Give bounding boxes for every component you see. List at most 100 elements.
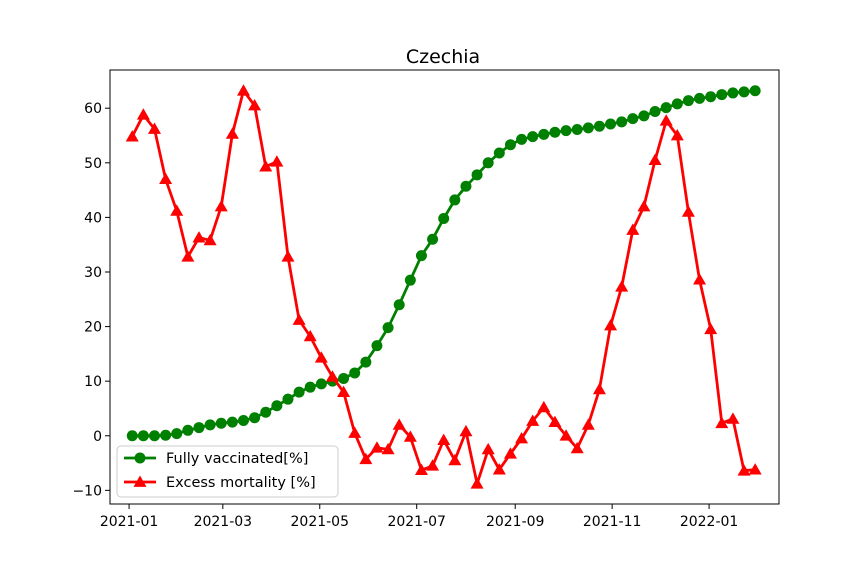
- data-point: [271, 400, 283, 412]
- data-point: [705, 91, 717, 103]
- data-point: [303, 329, 317, 342]
- x-tick-label: 2021-11: [583, 514, 642, 530]
- data-point: [148, 430, 160, 442]
- data-point: [137, 430, 149, 442]
- data-point: [748, 463, 762, 475]
- y-tick-label: −10: [72, 483, 102, 499]
- data-point: [626, 223, 640, 235]
- data-point: [693, 273, 707, 285]
- data-point: [437, 433, 451, 446]
- x-tick-label: 2021-05: [291, 514, 350, 530]
- data-point: [459, 424, 473, 437]
- y-tick-label: 40: [84, 210, 102, 226]
- data-point: [192, 231, 206, 243]
- data-point: [659, 114, 673, 126]
- data-point: [738, 86, 750, 98]
- data-point: [170, 204, 184, 216]
- data-point: [716, 89, 728, 101]
- data-point: [315, 378, 327, 390]
- series-2: [125, 84, 762, 489]
- data-point: [559, 429, 573, 441]
- data-point: [649, 105, 661, 117]
- x-tick-label: 2021-03: [194, 514, 253, 530]
- data-point: [160, 429, 172, 441]
- data-point: [293, 386, 305, 398]
- legend-box: [116, 445, 339, 498]
- data-point: [516, 133, 528, 145]
- legend-marker: [134, 452, 146, 464]
- data-point: [414, 463, 428, 476]
- x-tick-label: 2021-01: [100, 514, 159, 530]
- data-point: [249, 412, 261, 424]
- data-point: [360, 356, 372, 368]
- data-point: [671, 98, 683, 110]
- x-tick-label: 2021-07: [387, 514, 446, 530]
- data-point: [136, 108, 150, 120]
- data-point: [426, 459, 440, 471]
- data-point: [749, 85, 761, 97]
- data-point: [638, 110, 650, 122]
- data-point: [203, 233, 217, 246]
- y-tick-label: 10: [84, 374, 102, 390]
- data-point: [549, 126, 561, 138]
- data-point: [581, 418, 595, 430]
- data-point: [359, 452, 373, 465]
- data-point: [660, 102, 672, 114]
- data-point: [404, 274, 416, 286]
- data-point: [527, 131, 539, 143]
- data-point: [259, 160, 273, 172]
- data-point: [260, 406, 272, 418]
- data-point: [393, 299, 405, 311]
- data-point: [125, 130, 139, 142]
- data-point: [548, 415, 562, 427]
- data-point: [403, 430, 417, 442]
- data-point: [571, 124, 583, 136]
- data-point: [349, 367, 361, 379]
- legend-label: Excess mortality [%]: [166, 475, 316, 491]
- data-point: [715, 416, 729, 429]
- data-point: [537, 400, 551, 413]
- data-point: [471, 169, 483, 181]
- data-point: [616, 116, 628, 128]
- data-point: [381, 442, 395, 455]
- data-point: [593, 120, 605, 132]
- data-point: [214, 199, 228, 212]
- data-point: [182, 424, 194, 436]
- data-point: [504, 139, 516, 151]
- legend-marker: [133, 475, 147, 487]
- data-point: [338, 372, 350, 384]
- data-point: [538, 128, 550, 140]
- data-point: [304, 381, 316, 393]
- data-point: [493, 147, 505, 159]
- data-point: [726, 412, 740, 424]
- data-point: [215, 417, 227, 429]
- data-point: [592, 382, 606, 395]
- data-point: [226, 416, 238, 428]
- data-point: [159, 172, 173, 185]
- data-point: [727, 87, 739, 99]
- data-point: [637, 199, 651, 212]
- data-point: [492, 463, 506, 475]
- data-point: [737, 464, 751, 476]
- data-point: [348, 426, 362, 438]
- data-point: [204, 419, 216, 431]
- data-point: [438, 212, 450, 224]
- chart-title: Czechia: [406, 46, 480, 68]
- data-point: [225, 127, 239, 139]
- data-point: [236, 84, 250, 96]
- data-point: [503, 447, 517, 459]
- data-point: [237, 414, 249, 426]
- y-tick-label: 50: [84, 156, 102, 172]
- data-point: [681, 205, 695, 217]
- data-point: [605, 118, 617, 130]
- data-point: [615, 280, 629, 292]
- data-point: [193, 422, 205, 434]
- data-point: [292, 313, 306, 325]
- data-point: [460, 180, 472, 192]
- legend-label: Fully vaccinated[%]: [166, 451, 308, 467]
- data-point: [670, 129, 684, 141]
- axes: 2021-01 2021-03 2021-05 2021-07 2021-09 2021-…: [72, 101, 738, 530]
- data-point: [482, 157, 494, 169]
- data-point: [282, 393, 294, 405]
